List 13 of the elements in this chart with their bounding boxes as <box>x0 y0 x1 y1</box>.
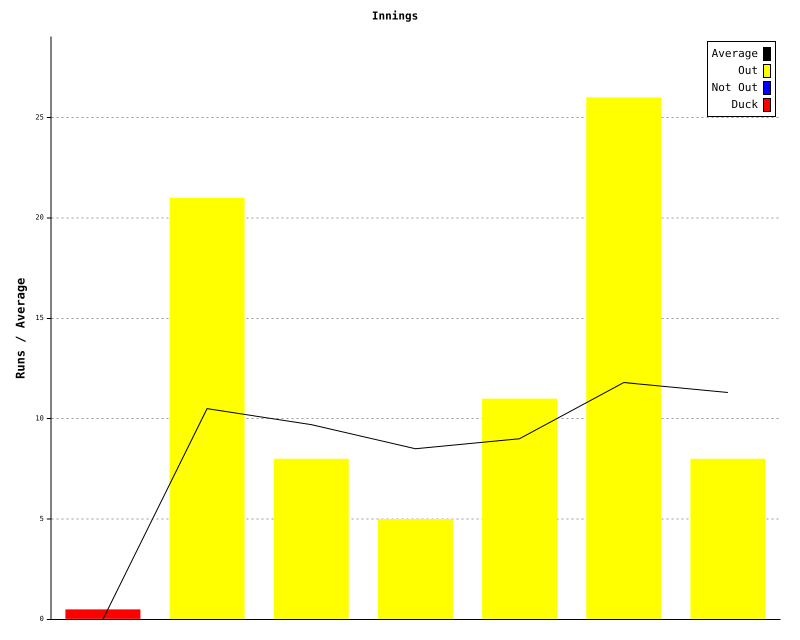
bar <box>274 458 349 619</box>
bar <box>586 97 662 619</box>
bar <box>690 458 766 619</box>
legend-label: Duck <box>732 98 758 112</box>
bar <box>65 609 140 619</box>
legend-label: Not Out <box>712 81 758 94</box>
legend-label: Average <box>712 47 758 60</box>
bar <box>170 198 245 619</box>
bar <box>378 519 453 619</box>
y-axis-title: Runs / Average <box>13 278 28 379</box>
bar <box>482 398 558 619</box>
chart-title: Innings <box>372 9 418 22</box>
legend-label: Out <box>738 64 758 78</box>
